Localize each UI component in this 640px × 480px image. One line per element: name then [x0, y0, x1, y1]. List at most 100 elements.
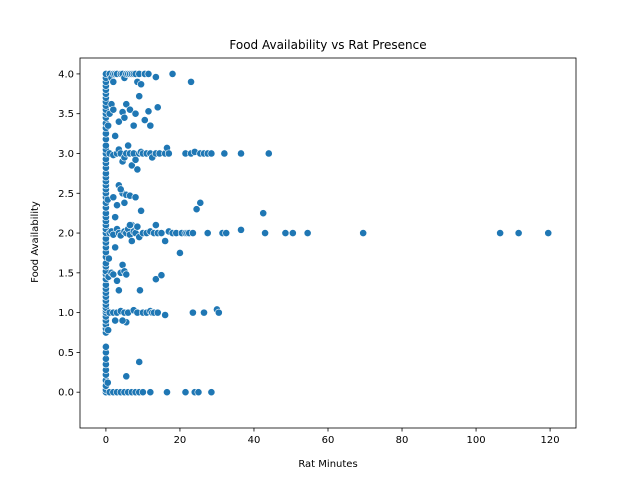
data-point: [157, 271, 166, 280]
data-point: [127, 161, 136, 170]
x-tick-label: 120: [541, 435, 560, 446]
data-point: [359, 229, 368, 237]
data-point: [122, 270, 131, 279]
data-point: [153, 103, 162, 112]
data-point: [237, 149, 245, 158]
data-point: [111, 213, 120, 222]
data-point: [222, 229, 231, 237]
data-point: [288, 229, 297, 237]
data-point: [133, 165, 142, 174]
data-point: [157, 229, 166, 237]
data-point: [118, 316, 127, 325]
chart-title: Food Availability vs Rat Presence: [229, 38, 426, 52]
plot-frame: [79, 57, 577, 429]
x-tick-label: 20: [174, 435, 187, 446]
data-point: [137, 80, 145, 89]
data-point: [129, 121, 138, 130]
data-point: [109, 105, 118, 114]
data-point: [207, 388, 216, 397]
x-axis-ticks: 0 20 40 60 80 100 120: [103, 428, 560, 446]
x-tick-label: 60: [322, 435, 335, 446]
data-point: [104, 121, 113, 130]
data-point: [111, 243, 120, 252]
data-point: [113, 201, 121, 210]
y-tick-label: 0.5: [58, 348, 74, 359]
data-point: [146, 388, 155, 397]
data-point: [104, 254, 113, 263]
data-point: [237, 225, 245, 234]
data-point: [161, 311, 170, 319]
data-point: [104, 326, 113, 335]
data-point: [144, 107, 153, 116]
y-tick-label: 1.5: [58, 268, 74, 279]
data-point: [168, 70, 177, 78]
data-point: [196, 198, 205, 207]
data-point: [151, 73, 160, 81]
data-point: [111, 132, 120, 140]
data-point: [163, 388, 171, 397]
data-point: [146, 121, 155, 130]
data-point: [113, 276, 121, 285]
data-point: [514, 229, 523, 237]
data-point: [136, 286, 144, 295]
data-point: [139, 388, 147, 397]
data-point: [214, 308, 223, 317]
x-tick-label: 0: [103, 435, 109, 446]
data-point: [192, 205, 201, 214]
data-point: [126, 221, 134, 229]
x-tick-label: 100: [467, 435, 486, 446]
y-tick-label: 4.0: [58, 69, 74, 80]
data-point: [200, 308, 208, 317]
data-point: [122, 372, 131, 381]
data-point: [220, 149, 229, 158]
data-point: [151, 275, 160, 284]
data-point: [127, 237, 136, 245]
data-point: [120, 198, 129, 207]
data-point: [120, 113, 129, 122]
data-point: [126, 105, 134, 114]
y-tick-label: 3.0: [58, 149, 74, 160]
data-point: [151, 221, 160, 229]
data-point: [188, 229, 197, 237]
data-point: [144, 70, 153, 78]
data-point: [496, 229, 505, 237]
data-point: [281, 229, 290, 237]
x-axis-label: Rat Minutes: [298, 459, 357, 470]
data-point: [261, 229, 269, 237]
data-point: [116, 185, 125, 194]
data-point: [131, 193, 140, 202]
data-point: [114, 286, 123, 295]
data-point: [137, 206, 145, 215]
data-point: [114, 117, 123, 126]
data-point: [122, 100, 131, 109]
data-point: [103, 378, 112, 387]
x-tick-label: 80: [396, 435, 409, 446]
data-point: [109, 270, 118, 279]
data-point: [207, 149, 216, 158]
data-point: [176, 249, 184, 257]
data-point: [303, 229, 312, 237]
data-point: [203, 229, 212, 237]
data-point: [135, 92, 144, 101]
y-tick-label: 3.5: [58, 109, 74, 120]
data-point: [259, 209, 268, 218]
x-tick-label: 40: [248, 435, 261, 446]
data-point: [164, 149, 173, 158]
data-point: [188, 308, 197, 317]
data-point: [544, 229, 553, 237]
data-point: [131, 155, 140, 164]
data-point: [124, 141, 133, 150]
y-tick-label: 1.0: [58, 308, 74, 319]
y-axis-label: Food Availability: [30, 201, 41, 283]
data-point: [111, 316, 120, 325]
data-point: [109, 193, 118, 202]
y-tick-label: 2.5: [58, 189, 74, 200]
y-axis-ticks: 0.0 0.5 1.0 1.5 2.0 2.5 3.0 3.5 4.0: [58, 69, 80, 399]
data-point: [109, 77, 118, 86]
data-point: [153, 308, 162, 317]
data-point: [194, 388, 203, 397]
data-point: [140, 116, 149, 124]
